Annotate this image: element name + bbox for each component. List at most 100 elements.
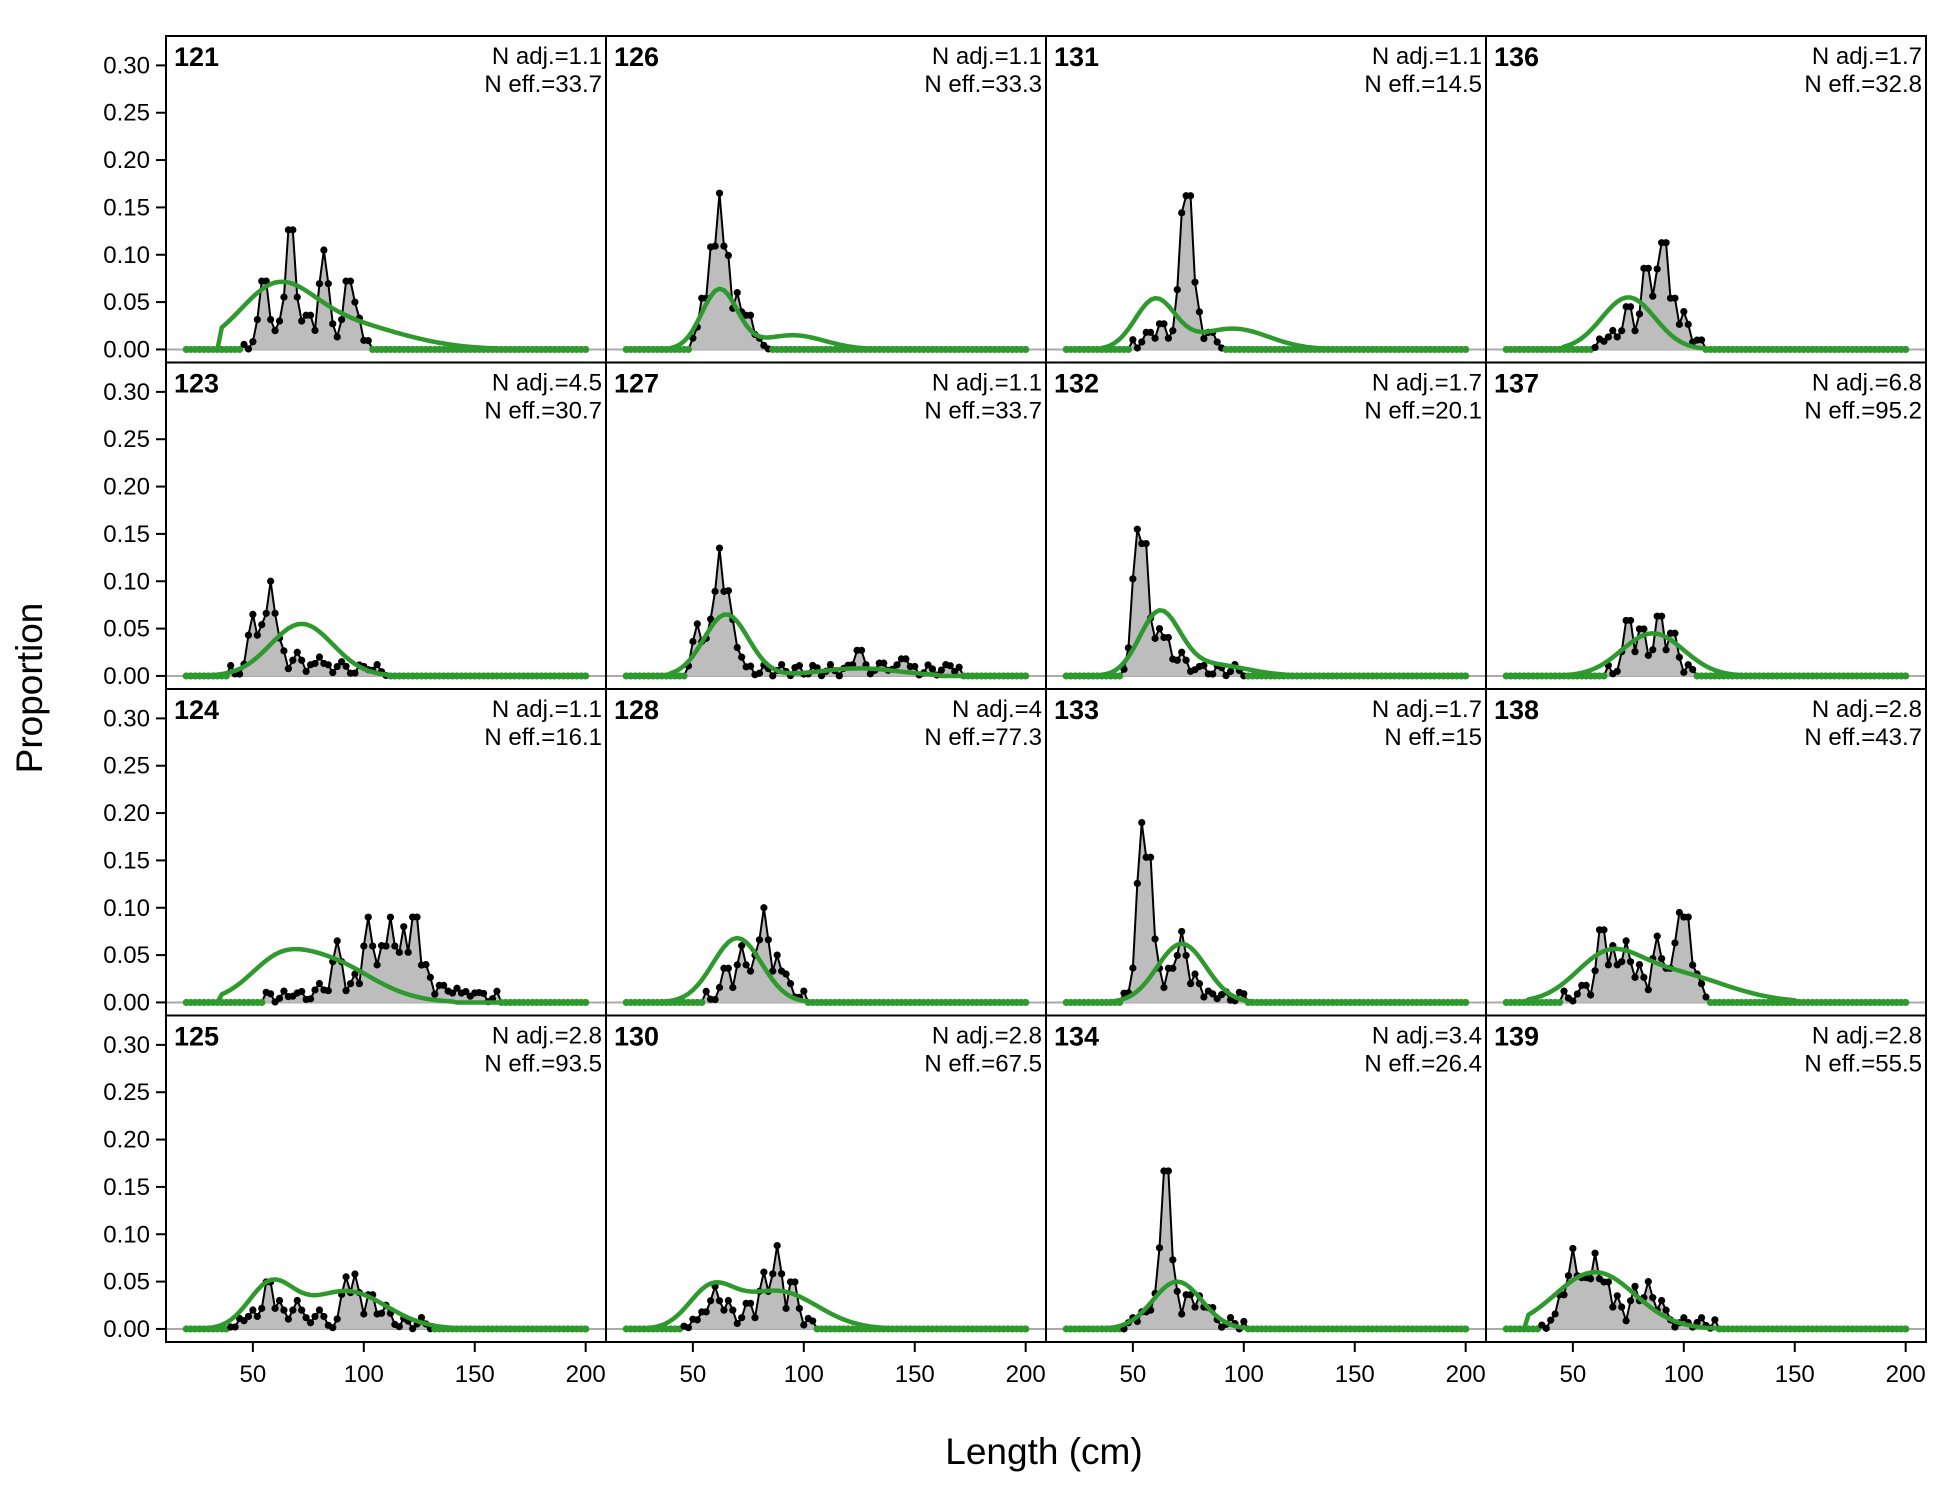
observed-point (1671, 939, 1679, 947)
observed-point (280, 293, 288, 301)
observed-point (1178, 927, 1186, 936)
observed-point (1226, 667, 1235, 676)
observed-point (693, 1316, 701, 1324)
observed-point (306, 995, 315, 1003)
n-eff-label: N eff.=30.7 (484, 398, 602, 425)
expected-line (1506, 1269, 1906, 1332)
observed-line (626, 1245, 1026, 1330)
n-eff-label: N eff.=32.8 (1804, 71, 1922, 98)
observed-point (1689, 665, 1697, 674)
observed-point (724, 251, 732, 260)
observed-point (1560, 1291, 1568, 1299)
y-axis-title: Proportion (9, 603, 50, 774)
observed-point (306, 311, 315, 319)
observed-point (1569, 1244, 1577, 1253)
observed-point (782, 970, 790, 978)
observed-point (320, 1312, 328, 1321)
expected-line (186, 621, 586, 679)
observed-point (1178, 1310, 1186, 1318)
observed-point (1711, 1316, 1719, 1324)
observed-point (684, 345, 693, 354)
observed-point (409, 1325, 417, 1333)
x-tick-label: 50 (240, 1361, 267, 1388)
panel-label: 123 (174, 369, 219, 399)
observed-point (324, 661, 332, 669)
observed-point (293, 648, 301, 656)
observed-point (1213, 338, 1221, 346)
observed-point (1613, 667, 1621, 675)
observed-point (720, 1306, 728, 1314)
observed-point (1684, 913, 1692, 921)
n-adj-label: N adj.=2.8 (932, 1023, 1042, 1050)
observed-point (1195, 980, 1204, 988)
observed-point (262, 609, 270, 617)
n-eff-label: N eff.=55.5 (1804, 1051, 1922, 1078)
observed-point (324, 280, 332, 288)
observed-area (626, 193, 1026, 350)
observed-point (1551, 1310, 1559, 1318)
expected-line (186, 279, 586, 352)
observed-point (1613, 1292, 1621, 1300)
observed-area (1066, 195, 1466, 350)
y-tick-label: 0.00 (103, 1316, 150, 1343)
observed-point (1600, 337, 1608, 345)
observed-point (764, 936, 772, 944)
expected-line (626, 286, 1026, 352)
observed-point (1582, 981, 1590, 989)
observed-area (1066, 822, 1466, 1003)
observed-point (289, 656, 297, 664)
observed-point (1662, 1306, 1670, 1314)
observed-area (1506, 242, 1906, 350)
observed-point (1115, 672, 1124, 680)
n-eff-label: N eff.=95.2 (1804, 398, 1922, 425)
observed-point (382, 942, 390, 950)
observed-point (364, 913, 372, 921)
observed-point (448, 989, 457, 997)
observed-point (298, 1306, 306, 1314)
observed-point (315, 653, 324, 661)
observed-point (715, 189, 724, 197)
observed-point (1649, 292, 1657, 300)
observed-point (928, 665, 937, 673)
observed-point (1671, 629, 1679, 637)
observed-line (1066, 528, 1466, 678)
observed-point (835, 672, 843, 680)
observed-point (360, 1310, 368, 1318)
y-tick-label: 0.30 (103, 52, 150, 79)
observed-point (1591, 343, 1599, 352)
observed-point (955, 663, 963, 671)
n-adj-label: N adj.=2.8 (1812, 1023, 1922, 1050)
observed-point (1164, 1167, 1172, 1175)
y-tick-label: 0.15 (103, 194, 150, 221)
observed-point (1680, 668, 1688, 676)
x-tick-label: 150 (455, 1361, 495, 1388)
y-tick-label: 0.05 (103, 616, 150, 643)
observed-point (1644, 986, 1652, 994)
observed-point (1644, 651, 1652, 659)
observed-point (422, 960, 430, 969)
n-eff-label: N eff.=77.3 (924, 724, 1042, 751)
y-tick-label: 0.25 (103, 100, 150, 127)
observed-point (817, 672, 826, 680)
observed-point (1186, 980, 1195, 988)
observed-line (626, 907, 1026, 1004)
observed-point (1702, 993, 1710, 1001)
n-eff-label: N eff.=33.7 (924, 398, 1042, 425)
x-tick-label: 100 (1664, 1361, 1704, 1388)
observed-point (320, 246, 328, 254)
observed-point (315, 280, 324, 288)
observed-point (1684, 661, 1692, 669)
observed-point (1697, 336, 1706, 344)
y-tick-label: 0.25 (103, 1079, 150, 1106)
observed-point (1200, 334, 1208, 343)
observed-point (1631, 973, 1639, 981)
observed-point (342, 987, 350, 995)
observed-point (280, 987, 288, 995)
observed-point (1129, 575, 1137, 583)
x-tick-label: 150 (1775, 1361, 1815, 1388)
observed-point (1671, 294, 1679, 302)
observed-area (1066, 1170, 1466, 1329)
observed-point (1182, 951, 1190, 960)
observed-point (1169, 1256, 1177, 1264)
